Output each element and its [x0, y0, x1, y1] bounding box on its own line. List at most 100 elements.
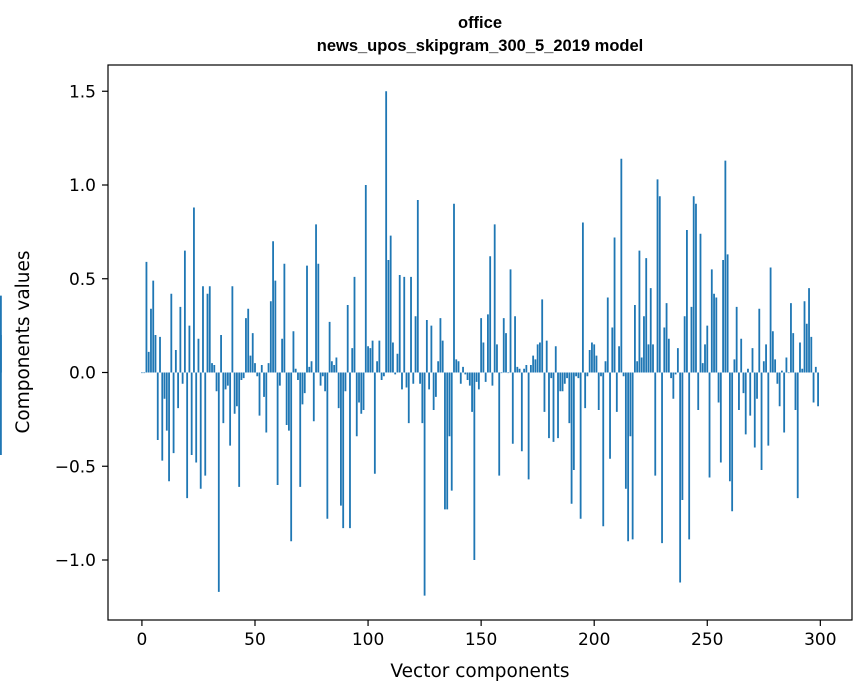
- bar: [206, 293, 209, 373]
- bar: [520, 372, 523, 452]
- bar: [369, 348, 372, 373]
- bar: [450, 372, 453, 491]
- y-tick-label: 1.5: [69, 82, 96, 102]
- bar: [342, 372, 345, 529]
- bar: [581, 222, 584, 373]
- bar: [453, 203, 455, 373]
- bar: [224, 372, 227, 390]
- bar: [245, 318, 247, 373]
- bar: [376, 361, 379, 373]
- x-tick-label: 300: [804, 630, 836, 650]
- bar: [349, 372, 351, 529]
- bar: [321, 372, 324, 377]
- bar: [753, 372, 756, 448]
- bar: [168, 372, 170, 482]
- bar: [477, 372, 480, 390]
- bar: [455, 359, 458, 373]
- bar: [629, 372, 632, 437]
- bar: [464, 372, 467, 375]
- bar: [624, 372, 627, 489]
- bar: [491, 372, 494, 386]
- bar: [360, 372, 363, 414]
- bar: [389, 235, 392, 373]
- bar: [199, 372, 202, 489]
- bar: [563, 372, 566, 384]
- bar: [204, 372, 207, 476]
- bar: [380, 372, 383, 380]
- bar: [150, 308, 152, 373]
- bar: [758, 308, 761, 373]
- bar: [283, 263, 286, 373]
- bar: [152, 280, 155, 373]
- bar: [362, 372, 365, 410]
- bar: [274, 280, 277, 373]
- bar: [141, 372, 143, 374]
- bar: [475, 372, 478, 382]
- bar: [326, 372, 329, 519]
- bar: [756, 372, 758, 399]
- bar: [792, 333, 795, 373]
- bar: [373, 372, 376, 474]
- bar: [602, 372, 605, 527]
- bar: [805, 323, 808, 373]
- bar: [674, 372, 677, 375]
- bar: [656, 179, 659, 373]
- chart-title-line1: office: [458, 14, 502, 32]
- bar: [511, 372, 514, 444]
- bar: [147, 351, 150, 373]
- bar: [484, 372, 487, 382]
- bar: [500, 372, 503, 374]
- bar: [471, 372, 473, 412]
- bar: [220, 335, 222, 373]
- bar: [613, 237, 616, 373]
- bar: [489, 256, 492, 373]
- bar: [803, 301, 806, 373]
- bar: [416, 200, 419, 373]
- bar: [523, 368, 525, 373]
- bar: [468, 372, 471, 386]
- bar: [769, 267, 772, 373]
- bar: [179, 306, 182, 373]
- bar: [717, 372, 720, 403]
- bar: [482, 342, 485, 373]
- bar: [435, 372, 437, 397]
- bar: [446, 372, 449, 510]
- bar: [213, 365, 216, 373]
- bar: [505, 333, 507, 373]
- bar: [728, 372, 731, 482]
- bar: [154, 335, 157, 373]
- bar: [726, 254, 729, 373]
- bar: [496, 344, 498, 373]
- bar: [487, 314, 489, 373]
- bar: [762, 361, 765, 373]
- bar: [303, 372, 306, 394]
- bar: [222, 372, 225, 424]
- bar: [328, 321, 331, 373]
- bar: [799, 342, 801, 373]
- bar: [575, 372, 578, 377]
- bar: [536, 344, 539, 373]
- bar: [143, 372, 146, 374]
- bar: [751, 348, 754, 373]
- bar: [425, 320, 428, 373]
- bar: [444, 372, 446, 510]
- bar: [733, 359, 736, 373]
- bar: [516, 366, 519, 373]
- x-tick-label: 50: [244, 630, 266, 650]
- bar: [724, 160, 727, 373]
- bar: [215, 372, 218, 392]
- bar: [738, 372, 740, 410]
- bar: [430, 325, 433, 373]
- plot-frame: [107, 64, 853, 621]
- bar: [437, 361, 440, 373]
- bar: [719, 372, 722, 463]
- bar: [337, 372, 340, 409]
- bar: [193, 207, 195, 373]
- x-tick-label: 0: [137, 630, 148, 650]
- bar: [708, 372, 711, 478]
- bar: [760, 372, 763, 470]
- bar: [767, 372, 770, 446]
- bar: [351, 348, 354, 373]
- bar: [299, 372, 302, 487]
